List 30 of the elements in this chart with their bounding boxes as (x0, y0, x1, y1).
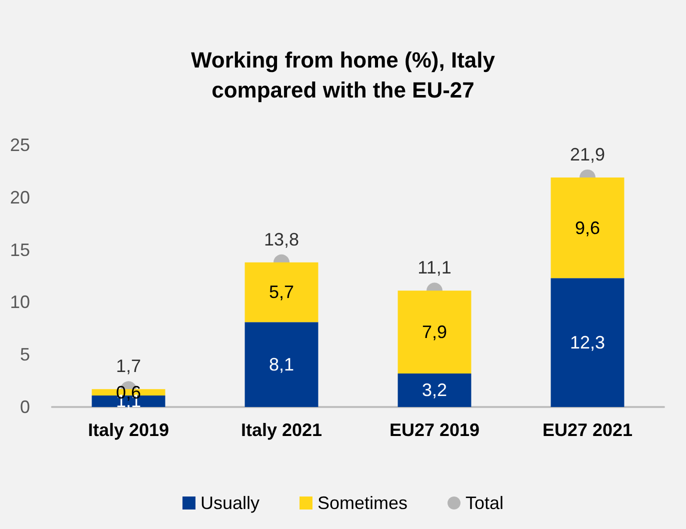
data-label: 12,3 (570, 332, 606, 353)
data-label: 5,7 (268, 282, 294, 302)
data-label: 1,7 (116, 356, 142, 376)
data-label: 7,9 (422, 322, 448, 342)
data-label: 11,1 (418, 258, 452, 278)
data-label: 3,2 (422, 380, 448, 400)
x-tick-label: EU27 2021 (542, 420, 633, 440)
bar (244, 262, 318, 322)
chart-title: Working from home (%), Italy compared with the EU-27 (191, 48, 496, 102)
bar (398, 290, 472, 374)
bar (244, 322, 318, 407)
bar (398, 373, 472, 407)
data-label: 8,1 (268, 354, 294, 375)
legend-label: Sometimes (317, 493, 408, 513)
x-tick-label: EU27 2019 (389, 420, 480, 440)
data-label: 21,9 (570, 144, 606, 164)
data-label: 9,6 (574, 218, 600, 238)
legend-label: Total (466, 493, 504, 513)
y-tick-label: 5 (20, 344, 30, 365)
x-tick-label: Italy 2019 (88, 420, 170, 440)
y-tick-label: 0 (20, 397, 30, 417)
y-tick-label: 20 (10, 187, 30, 208)
y-tick-label: 10 (10, 292, 30, 312)
y-tick-label: 25 (10, 135, 30, 155)
legend-label: Usually (200, 493, 260, 513)
bar (550, 177, 624, 278)
y-tick-label: 15 (10, 240, 30, 260)
x-tick-label: Italy 2021 (240, 420, 322, 440)
bar (550, 278, 624, 407)
data-label: 13,8 (264, 229, 300, 250)
